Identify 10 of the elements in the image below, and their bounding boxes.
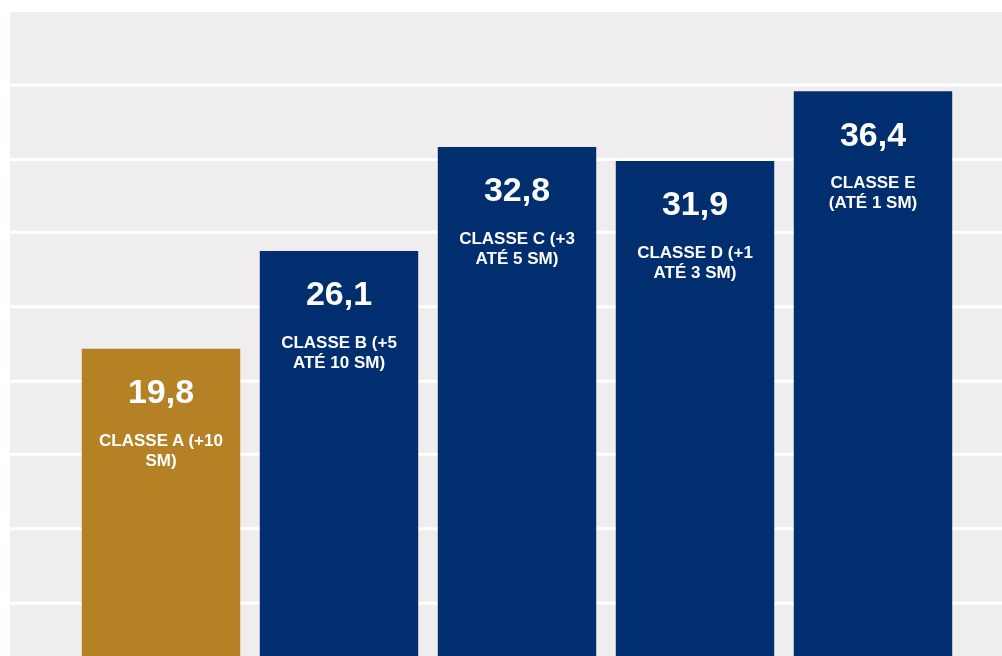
x-tick-label: CLASSE E (ATÉ 1 SM): [828, 173, 918, 213]
data-label: 26,1: [305, 274, 373, 313]
data-label: 32,8: [483, 170, 551, 209]
x-tick-label: CLASSE B (+5 ATÉ 10 SM): [281, 333, 397, 373]
data-label: 36,4: [839, 114, 907, 153]
data-label: 31,9: [661, 184, 729, 223]
x-tick-label: CLASSE D (+1 ATÉ 3 SM): [637, 243, 753, 283]
x-tick-label: CLASSE A (+10 SM): [99, 430, 223, 470]
data-label: 19,8: [127, 372, 195, 411]
x-tick-label: CLASSE C (+3 ATÉ 5 SM): [459, 229, 575, 269]
